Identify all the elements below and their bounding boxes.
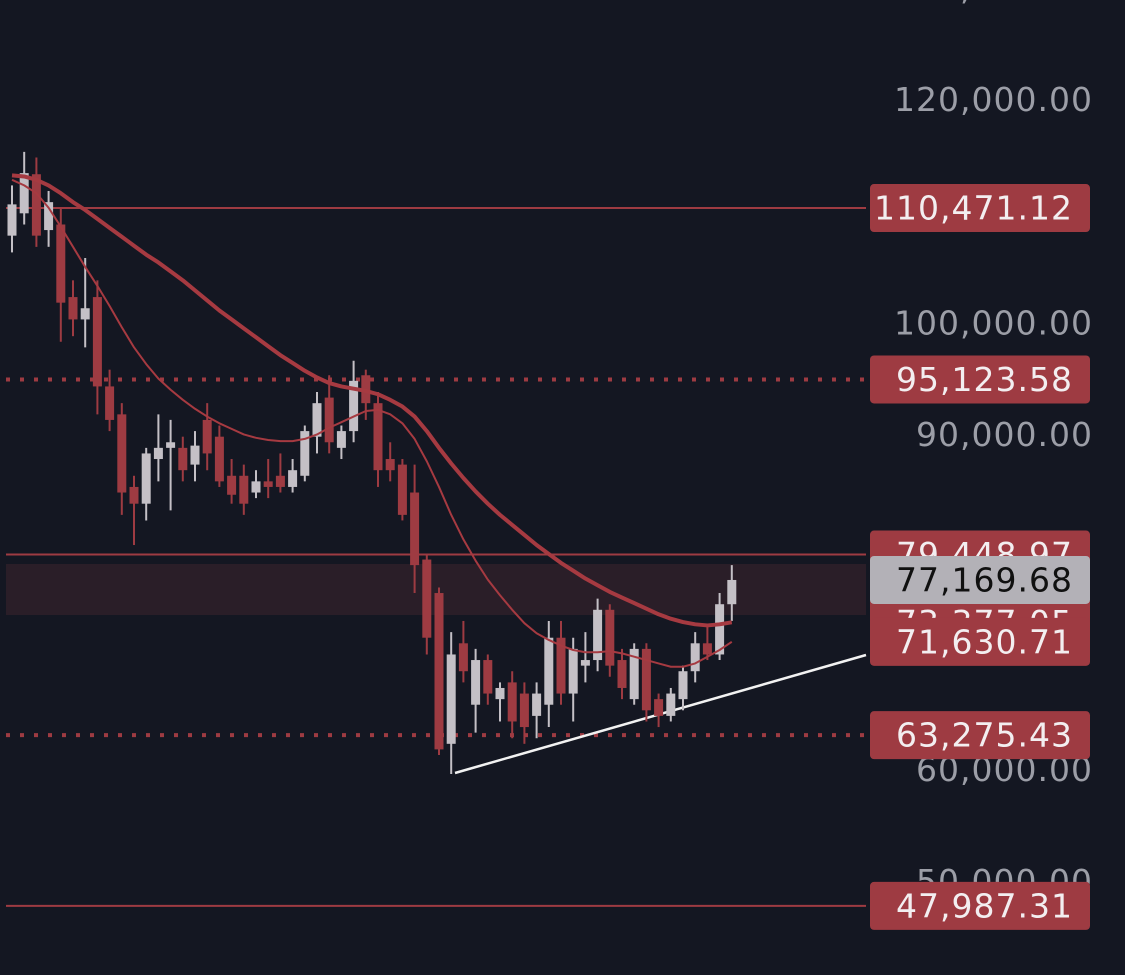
candle-body xyxy=(166,442,176,448)
candle-body xyxy=(544,637,554,705)
candle-body xyxy=(117,414,127,493)
candle-body xyxy=(373,403,383,471)
moving-average xyxy=(11,178,733,668)
candle-body xyxy=(617,660,627,688)
level-tag-bg xyxy=(870,711,1090,760)
candle-body xyxy=(507,682,517,722)
candle-body xyxy=(446,654,456,744)
y-tick-label: 100,000.00 xyxy=(894,304,1093,343)
candle-body xyxy=(495,687,505,700)
candle-body xyxy=(568,648,578,694)
y-tick-label: 120,000.00 xyxy=(894,80,1093,119)
candle-body xyxy=(666,693,676,716)
ma-tag-bg xyxy=(870,617,1090,666)
candle-body xyxy=(31,174,41,236)
candle-body xyxy=(580,660,590,666)
candle-body xyxy=(410,492,420,566)
candle-body xyxy=(129,486,139,504)
candle-body xyxy=(678,671,688,700)
candle-body xyxy=(556,637,566,694)
candle-body xyxy=(519,693,529,728)
candle-body xyxy=(227,475,237,495)
candle-body xyxy=(690,643,700,672)
candle-body xyxy=(397,464,407,515)
candle-body xyxy=(190,445,200,465)
current-price-tag-bg xyxy=(870,555,1090,604)
candle-body xyxy=(593,609,603,661)
candle-body xyxy=(629,648,639,700)
candle-body xyxy=(178,447,188,471)
candle-body xyxy=(605,609,615,666)
candle-body xyxy=(458,643,468,672)
candle-body xyxy=(68,297,78,320)
candle-body xyxy=(336,431,346,448)
y-tick-label: 90,000.00 xyxy=(916,415,1093,454)
candle-body xyxy=(56,224,66,303)
candle-body xyxy=(532,693,542,716)
candle-body xyxy=(422,559,432,638)
candle-body xyxy=(641,648,651,711)
candle-body xyxy=(214,436,224,482)
current-price-tag: 77,169.68 xyxy=(896,560,1073,599)
candle-body xyxy=(251,481,261,493)
candle-body xyxy=(44,202,54,231)
candle-body xyxy=(288,470,298,487)
candle-body xyxy=(239,475,249,504)
level-tag-bg xyxy=(870,184,1090,233)
candle-body xyxy=(92,297,102,387)
candle-body xyxy=(7,204,17,236)
candle-body xyxy=(434,593,444,750)
candle-body xyxy=(275,475,285,487)
candle-body xyxy=(385,459,395,471)
candle-body xyxy=(300,431,310,476)
candle-body xyxy=(471,660,481,705)
candle-body xyxy=(141,453,151,504)
candle-body xyxy=(312,403,322,437)
candle-body xyxy=(727,579,737,605)
level-tag-bg xyxy=(870,355,1090,404)
candle-body xyxy=(263,481,273,487)
candle-body xyxy=(19,173,29,214)
level-tag: 110,471.12 xyxy=(874,189,1073,228)
y-tick-label: 130,000.00 xyxy=(894,0,1093,7)
candle-body xyxy=(702,643,712,655)
level-tag: 95,123.58 xyxy=(896,360,1073,399)
ma-tag: 71,630.71 xyxy=(896,622,1073,661)
candle-body xyxy=(202,419,212,454)
candle-body xyxy=(483,660,493,694)
level-tag: 47,987.31 xyxy=(896,886,1073,925)
moving-average xyxy=(11,173,733,628)
level-tag-bg xyxy=(870,881,1090,930)
candle-body xyxy=(324,397,334,443)
candle-body xyxy=(349,380,359,432)
candle-body xyxy=(715,604,725,655)
level-tag: 63,275.43 xyxy=(896,716,1073,755)
candle-body xyxy=(80,308,90,320)
candle-body xyxy=(654,699,664,716)
candle-body xyxy=(153,447,163,460)
candle-body xyxy=(105,386,115,420)
